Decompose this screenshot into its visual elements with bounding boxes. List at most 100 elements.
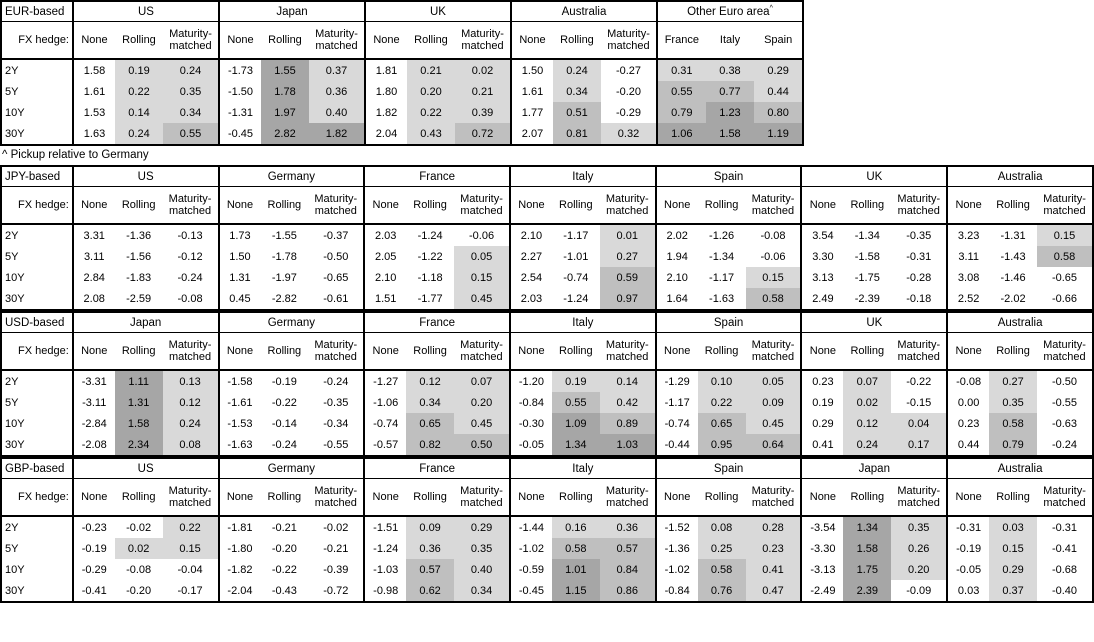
value-cell: 1.58 (83, 64, 106, 77)
value-cell: -1.34 (709, 250, 735, 263)
hedge-column-header: None (365, 21, 407, 60)
value-cell: -0.41 (1037, 538, 1094, 559)
value-cell: 0.32 (601, 123, 658, 145)
group-header: Italy (509, 312, 657, 333)
hedge-column-header: Maturity-matched (1037, 186, 1094, 225)
value-cell: 0.25 (697, 538, 746, 559)
value-cell: -0.61 (308, 288, 366, 310)
tenor-label: 5Y (1, 392, 74, 413)
value-cell: -0.22 (271, 396, 297, 409)
value-cell: 0.64 (745, 434, 803, 456)
value-cell: -0.06 (454, 224, 511, 246)
value-cell: 3.11 (958, 250, 979, 263)
value-cell: 0.23 (957, 417, 980, 430)
value-cell: 0.51 (553, 102, 601, 123)
hedge-column-header: None (218, 478, 261, 517)
value-cell: -0.14 (271, 417, 297, 430)
value-cell: 0.58 (551, 538, 600, 559)
value-cell: 1.23 (705, 102, 755, 123)
value-cell: 0.47 (745, 580, 803, 602)
value-cell: 0.20 (454, 392, 511, 413)
value-cell: 1.34 (843, 516, 892, 538)
value-cell: -0.29 (601, 102, 658, 123)
group-header: France (364, 312, 511, 333)
value-cell: 0.76 (697, 580, 746, 602)
footnote: ^ Pickup relative to Germany (2, 149, 149, 161)
value-cell: 0.20 (891, 559, 949, 580)
hedge-column-header: Rolling (551, 478, 600, 517)
value-cell: 0.37 (309, 59, 366, 81)
value-cell: 0.15 (1037, 224, 1094, 246)
hedge-column-header: None (364, 332, 407, 371)
value-cell: 0.58 (745, 288, 803, 310)
value-cell: 0.97 (599, 288, 657, 310)
value-cell: -0.21 (308, 538, 366, 559)
value-cell: 0.01 (599, 224, 657, 246)
hedge-column-header: Maturity-matched (309, 21, 366, 60)
hedge-column-header: Maturity-matched (599, 478, 657, 517)
value-cell: 2.07 (521, 127, 544, 140)
value-cell: 1.06 (657, 123, 706, 145)
value-cell: 1.58 (843, 538, 892, 559)
value-cell: 0.77 (705, 81, 755, 102)
value-cell: 0.34 (454, 580, 511, 602)
value-cell: 2.27 (520, 250, 543, 263)
value-cell: 1.53 (83, 106, 106, 119)
value-cell: 2.02 (666, 229, 688, 242)
value-cell: 1.01 (551, 559, 600, 580)
hedge-column-header: Rolling (553, 21, 601, 60)
hedge-column-header: Rolling (114, 332, 163, 371)
value-cell: -1.52 (664, 521, 690, 534)
value-cell: 0.26 (891, 538, 949, 559)
value-cell: 0.79 (989, 434, 1037, 456)
hedge-column-header: Maturity-matched (162, 332, 220, 371)
value-cell: -1.56 (126, 250, 152, 263)
value-cell: 0.13 (162, 370, 220, 392)
hedge-column-header: Rolling (551, 332, 600, 371)
value-cell: -0.19 (956, 542, 982, 555)
country-column-header: Italy (705, 21, 755, 60)
group-header: Australia (947, 458, 1094, 479)
value-cell: 0.23 (745, 538, 803, 559)
tenor-label: 5Y (1, 81, 74, 102)
hedge-column-header: None (947, 332, 990, 371)
value-cell: -1.17 (563, 229, 589, 242)
hedge-column-header: Maturity-matched (745, 186, 803, 225)
hedge-column-header: None (218, 186, 261, 225)
value-cell: 0.45 (454, 413, 511, 434)
hedge-column-header: Maturity-matched (162, 186, 220, 225)
value-cell: -0.02 (126, 521, 152, 534)
value-cell: -1.17 (709, 271, 735, 284)
value-cell: 0.19 (551, 370, 600, 392)
value-cell: -1.55 (271, 229, 297, 242)
value-cell: 0.24 (115, 123, 163, 145)
hedge-column-header: Maturity-matched (891, 186, 949, 225)
table-base-label: EUR-based (1, 1, 74, 22)
value-cell: -2.04 (227, 584, 253, 597)
value-cell: 0.79 (657, 102, 706, 123)
hedge-column-header: None (801, 186, 844, 225)
value-cell: -0.31 (956, 521, 982, 534)
value-cell: -0.74 (664, 417, 690, 430)
value-cell: -2.39 (854, 292, 880, 305)
value-cell: -0.02 (308, 516, 366, 538)
value-cell: 0.05 (454, 246, 511, 267)
value-cell: -2.08 (81, 438, 107, 451)
group-header: Spain (655, 166, 803, 187)
value-cell: 0.03 (957, 584, 980, 597)
value-cell: -0.55 (308, 434, 366, 456)
group-header: Other Euro area^ (657, 1, 804, 22)
value-cell: -1.20 (518, 375, 544, 388)
value-cell: 0.57 (406, 559, 455, 580)
value-cell: -1.81 (227, 521, 253, 534)
group-header: US (72, 458, 220, 479)
value-cell: 1.94 (666, 250, 688, 263)
value-cell: 1.61 (83, 85, 106, 98)
value-cell: -0.29 (81, 563, 107, 576)
tenor-label: 10Y (1, 102, 74, 123)
hedge-column-header: Maturity-matched (745, 478, 803, 517)
value-cell: -0.84 (664, 584, 690, 597)
hedge-column-header: Rolling (407, 21, 455, 60)
jpy-based-table: JPY-based US Germany France Italy Spain UK Aust… (0, 165, 1094, 311)
value-cell: -0.84 (518, 396, 544, 409)
